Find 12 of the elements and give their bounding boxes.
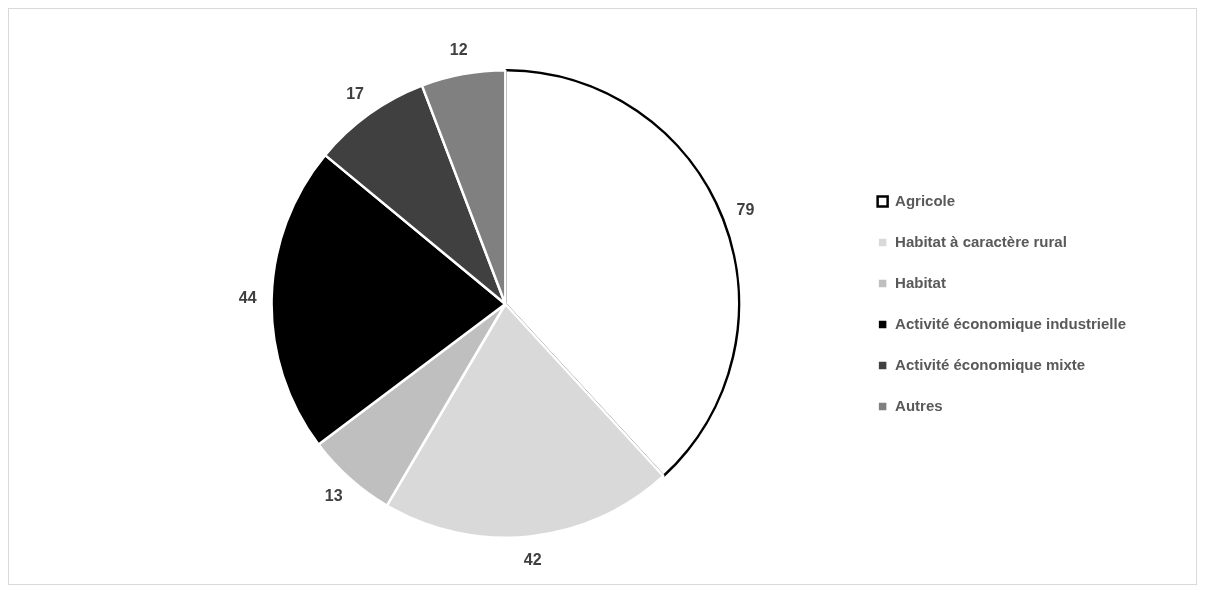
data-label: 13 bbox=[324, 486, 343, 504]
legend-label: Agricole bbox=[895, 191, 956, 209]
legend-label: Activité économique industrielle bbox=[895, 314, 1127, 332]
data-label: 79 bbox=[736, 200, 755, 218]
legend-label: Habitat à caractère rural bbox=[895, 232, 1067, 250]
data-label: 17 bbox=[346, 84, 365, 102]
legend-label: Habitat bbox=[895, 273, 946, 291]
legend-label: Activité économique mixte bbox=[895, 355, 1086, 373]
data-label: 12 bbox=[449, 40, 468, 58]
legend-label: Autres bbox=[895, 396, 943, 414]
data-label: 44 bbox=[238, 288, 257, 306]
data-label: 42 bbox=[523, 550, 542, 568]
